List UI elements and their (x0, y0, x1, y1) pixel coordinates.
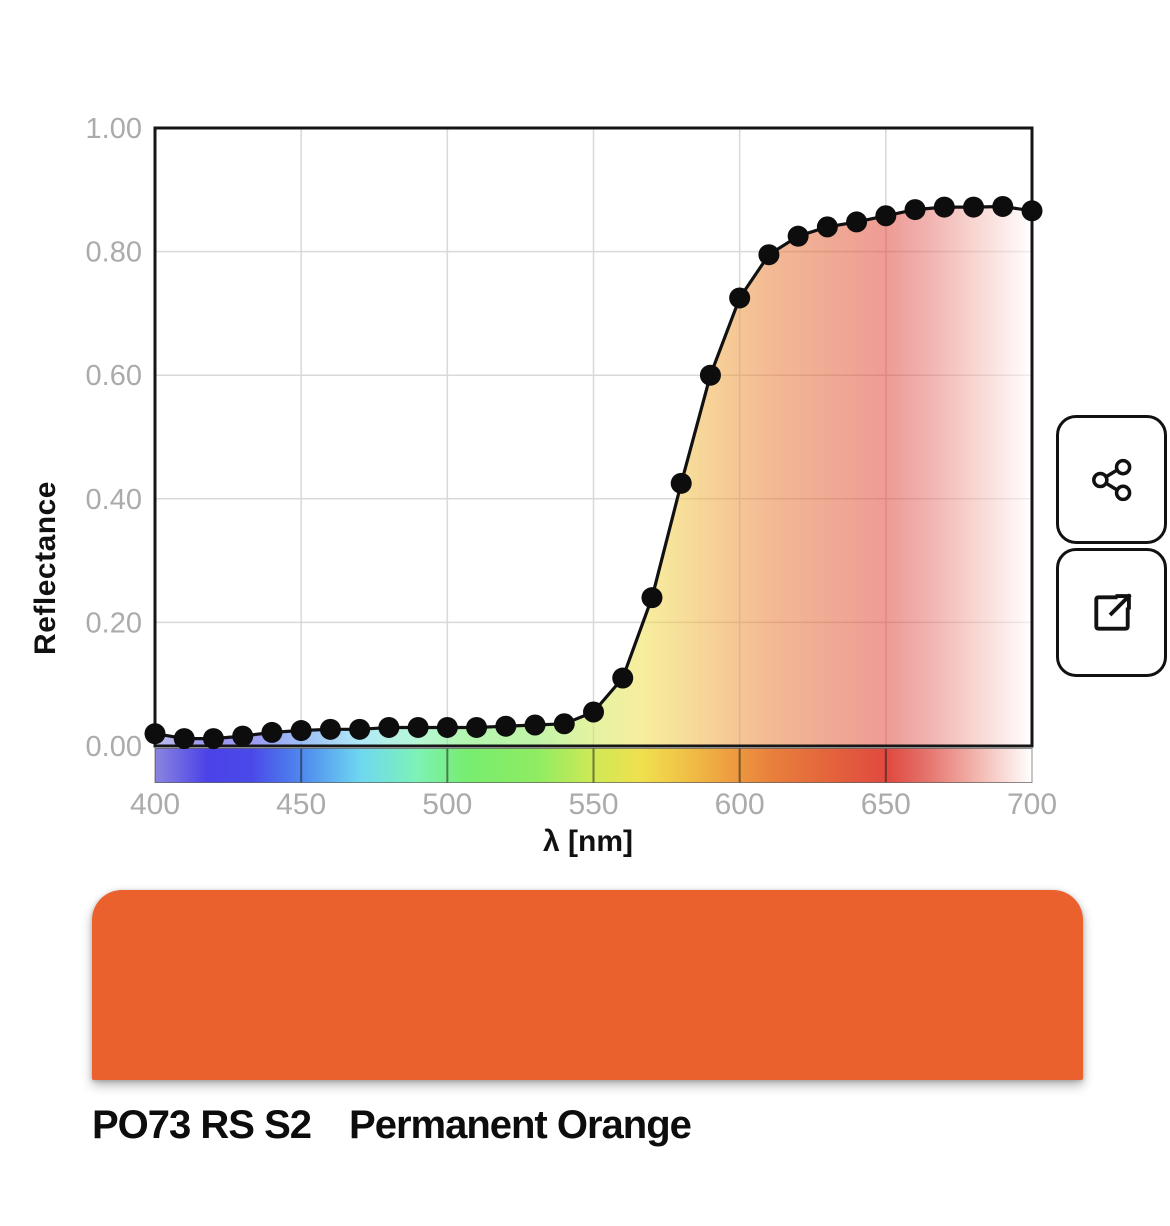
area-under-curve (155, 206, 1032, 746)
y-tick-labels: 0.00 0.20 0.40 0.60 0.80 1.00 (86, 113, 142, 763)
share-button[interactable] (1056, 415, 1167, 544)
data-point (407, 716, 429, 738)
data-point (992, 195, 1014, 217)
data-point (232, 725, 254, 747)
reflectance-chart: 400 450 500 550 600 650 700 0.000.200.400.600.… (86, 113, 1057, 821)
data-point (495, 715, 517, 737)
data-point (144, 723, 166, 745)
y-tick-label: 0.20 (86, 607, 142, 639)
external-link-icon (1093, 592, 1132, 631)
chart-area: 400 450 500 550 600 650 700 0.00 0.20 0.40 0.60 0.… (29, 113, 1167, 858)
data-point (875, 205, 897, 227)
data-point (202, 728, 224, 750)
chart-action-buttons (1056, 415, 1167, 677)
data-point (524, 714, 546, 736)
pigment-name: Permanent Orange (349, 1103, 692, 1147)
plot-border (153, 126, 1034, 748)
data-point (261, 721, 283, 743)
data-point (904, 199, 926, 221)
data-point (319, 718, 341, 740)
data-point (816, 216, 838, 238)
data-point (933, 196, 955, 218)
pigment-code: PO73 RS S2 (92, 1103, 312, 1147)
y-tick-label: 0.80 (86, 237, 142, 269)
share-icon (1091, 458, 1131, 501)
data-point (699, 364, 721, 386)
data-point (378, 716, 400, 738)
data-point (612, 667, 634, 689)
spectrum-color-bar (154, 748, 1033, 783)
x-tick-label: 650 (861, 788, 911, 821)
x-tick-label: 700 (1007, 788, 1057, 821)
open-external-button[interactable] (1056, 548, 1167, 677)
plot-frame (153, 126, 1034, 748)
x-tick-label: 550 (568, 788, 618, 821)
data-point (290, 720, 312, 742)
data-point (436, 716, 458, 738)
data-point (349, 718, 371, 740)
y-tick-label: 0.00 (86, 731, 142, 763)
data-point (846, 211, 868, 233)
data-points (144, 195, 1043, 750)
pigment-caption: PO73 RS S2 Permanent Orange (92, 1103, 692, 1148)
y-tick-label: 1.00 (86, 113, 142, 145)
data-point (173, 728, 195, 750)
data-point (583, 701, 604, 723)
data-point (553, 713, 575, 735)
y-tick-label: 0.40 (86, 484, 142, 516)
x-tick-label: 500 (422, 788, 472, 821)
x-tick-label: 450 (276, 788, 326, 821)
color-swatch (92, 890, 1083, 1080)
data-point (641, 587, 663, 609)
spectrum-area-fill (155, 206, 1032, 746)
data-point (963, 196, 985, 218)
x-axis-title: λ [nm] (543, 825, 633, 858)
data-point (758, 244, 780, 266)
x-tick-label: 600 (715, 788, 765, 821)
y-tick-label: 0.60 (86, 360, 142, 392)
x-tick-labels: 400 450 500 550 600 650 700 (130, 788, 1057, 821)
x-tick-label: 400 (130, 788, 180, 821)
data-point (787, 225, 809, 247)
data-point (729, 287, 751, 309)
data-point (670, 472, 692, 494)
y-axis-title: Reflectance (29, 481, 62, 655)
data-point (466, 716, 488, 738)
data-point (1021, 200, 1043, 222)
